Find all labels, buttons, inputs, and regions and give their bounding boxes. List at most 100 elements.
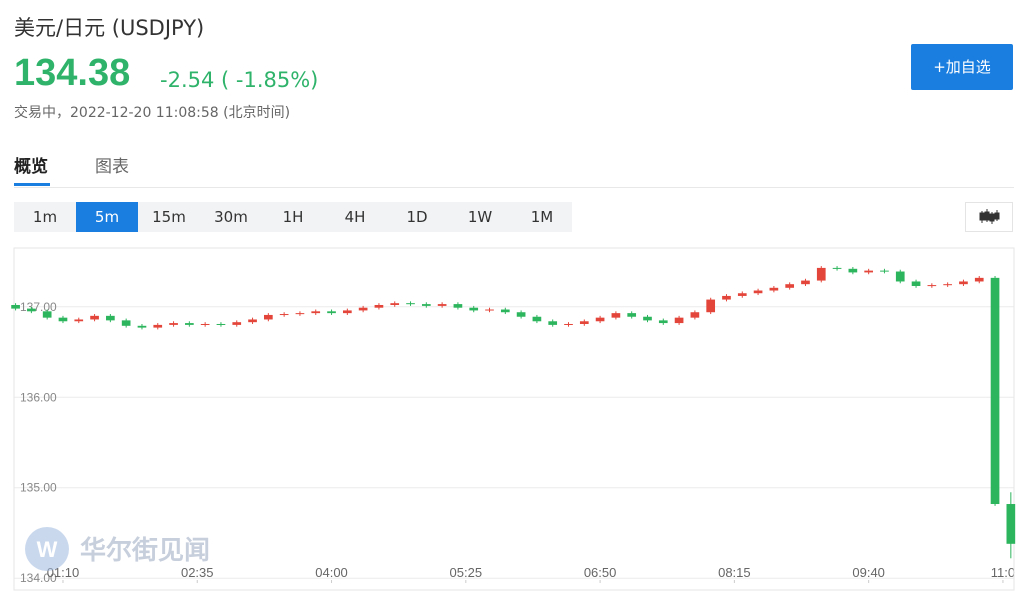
candle-body [974, 277, 984, 282]
candle-body [311, 311, 321, 314]
x-tick-label: 04:00 [315, 565, 348, 580]
interval-button[interactable]: 15m [152, 208, 186, 226]
watermark-text: 华尔街见闻 [80, 535, 210, 566]
candle-body [27, 308, 36, 312]
divider [14, 187, 1014, 188]
candle-body [1006, 504, 1016, 544]
candle-body [753, 290, 763, 294]
candle-body [627, 313, 637, 317]
interval-button[interactable]: 5m [76, 202, 138, 232]
candle-body [990, 277, 1000, 505]
tab[interactable]: 概览 [14, 157, 48, 177]
watermark: W 华尔街见闻 [25, 527, 210, 571]
candle-body [769, 287, 779, 291]
candle-body [737, 293, 747, 296]
candle-body [216, 323, 226, 325]
candle-body [185, 323, 194, 325]
candle-body [74, 319, 84, 322]
interval-button[interactable]: 1D [406, 208, 428, 226]
candle-body [200, 323, 210, 325]
candle-body [564, 323, 573, 325]
candle-body [816, 267, 826, 281]
candle-body [516, 312, 526, 317]
candle-body [327, 311, 336, 314]
x-tick-label: 09:40 [852, 565, 885, 580]
candle-body [406, 303, 415, 305]
plot-frame [13, 247, 1015, 591]
y-tick-label: 136.00 [20, 390, 57, 404]
candle-body [611, 313, 621, 318]
candle-body [58, 317, 68, 322]
instrument-title: 美元/日元 (USDJPY) [14, 16, 205, 40]
interval-button[interactable]: 1M [530, 208, 554, 226]
candle-body [90, 315, 99, 320]
candle-body [895, 271, 905, 282]
candle-body [943, 284, 952, 286]
candle-body [421, 304, 431, 306]
candle-body [643, 316, 652, 321]
x-tick-label: 11:0 [991, 565, 1015, 580]
last-price: 134.38 [14, 52, 131, 94]
y-tick-label: 135.00 [20, 481, 57, 495]
candle-icon [979, 209, 1000, 224]
candle-body [42, 311, 52, 318]
candle-body [137, 325, 147, 328]
candle-body [674, 317, 684, 324]
candle-body [121, 320, 131, 326]
candle-body [342, 310, 352, 314]
interval-button[interactable]: 30m [214, 208, 248, 226]
candle-body [706, 299, 716, 313]
candle-body [248, 319, 257, 323]
price-change: -2.54 ( -1.85%) [160, 68, 319, 92]
watermark-logo-mark: W [37, 537, 58, 562]
candle-body [785, 284, 795, 288]
candle-body [390, 303, 400, 305]
interval-button[interactable]: 4H [344, 208, 366, 226]
candle-body [801, 280, 810, 285]
y-tick-label: 134.00 [20, 571, 57, 585]
candle-body [722, 295, 731, 300]
candle-body [832, 267, 842, 269]
candle-body [358, 307, 368, 311]
watermark-logo [25, 527, 69, 571]
candle-body [453, 304, 463, 308]
candle-body [153, 324, 163, 328]
trading-status: 交易中，2022-12-20 11:08:58 (北京时间) [14, 105, 291, 121]
tab-indicator [14, 183, 50, 186]
candle-body [579, 321, 589, 324]
candle-body [690, 312, 700, 318]
x-tick-label: 08:15 [718, 565, 751, 580]
candle-body [658, 320, 668, 324]
candle-body [485, 309, 494, 311]
interval-button[interactable]: 1H [282, 208, 304, 226]
interval-button[interactable]: 1m [32, 208, 58, 226]
candle-body [548, 321, 558, 325]
candle-body [848, 268, 858, 273]
x-tick-label: 05:25 [450, 565, 483, 580]
tab[interactable]: 图表 [95, 157, 129, 177]
x-tick-label: 02:35 [181, 565, 214, 580]
candle-body [11, 304, 20, 309]
candle-body [169, 323, 178, 325]
candle-body [864, 270, 874, 273]
candle-body [106, 315, 115, 321]
candle-body [880, 270, 889, 272]
chart-type-button[interactable] [965, 202, 1013, 232]
candle-body [264, 314, 273, 320]
x-tick-label: 06:50 [584, 565, 617, 580]
interval-button[interactable]: 1W [467, 208, 493, 226]
candle-body [374, 304, 384, 308]
candle-body [232, 322, 242, 325]
candle-body [959, 281, 968, 285]
candle-body [532, 316, 542, 322]
candle-body [469, 307, 479, 311]
candle-body [279, 314, 289, 316]
candle-body [911, 281, 921, 286]
candle-body [295, 313, 305, 315]
add-watchlist-button[interactable]: +加自选 [911, 44, 1013, 90]
candle-body [595, 317, 605, 322]
candle-body [500, 309, 510, 313]
candle-body [437, 304, 447, 306]
